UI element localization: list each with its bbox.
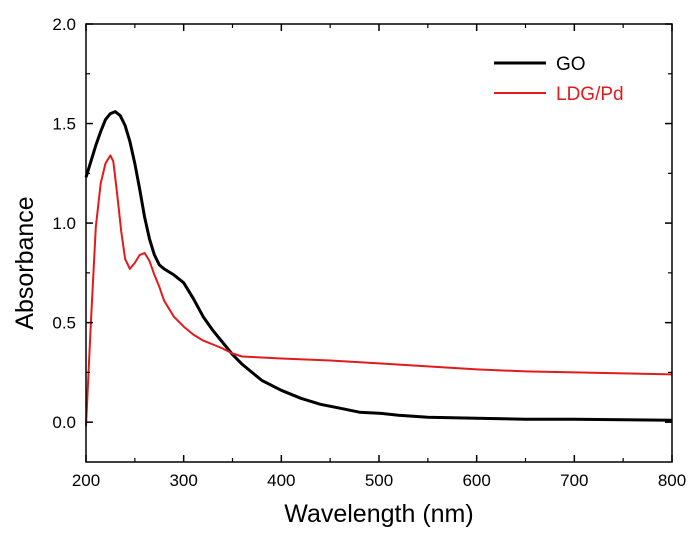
legend: GO LDG/Pd [494,54,624,105]
x-tick-label: 300 [169,471,197,490]
series-line-ldg-pd [85,154,673,427]
x-tick-label: 600 [462,471,490,490]
y-tick-label: 1.0 [52,214,76,233]
x-tick-label: 200 [72,471,100,490]
y-tick-label: 0.5 [52,314,76,333]
series-line-go [84,110,673,422]
x-tick-label: 700 [560,471,588,490]
x-tick-label: 500 [365,471,393,490]
x-tick-label: 800 [658,471,686,490]
y-tick-label: 2.0 [52,15,76,34]
y-axis-title: Absorbance [11,196,39,329]
x-tick-label: 400 [267,471,295,490]
legend-label-ldg-pd: LDG/Pd [556,84,624,105]
legend-label-go: GO [556,54,586,75]
axis-layer: 200 300 400 500 600 700 800 0.0 0.5 1.0 1.5 2.0 [52,15,686,490]
series-layer [84,110,673,427]
y-tick-label: 1.5 [52,115,76,134]
x-axis-title: Wavelength (nm) [284,500,473,528]
y-tick-label: 0.0 [52,413,76,432]
